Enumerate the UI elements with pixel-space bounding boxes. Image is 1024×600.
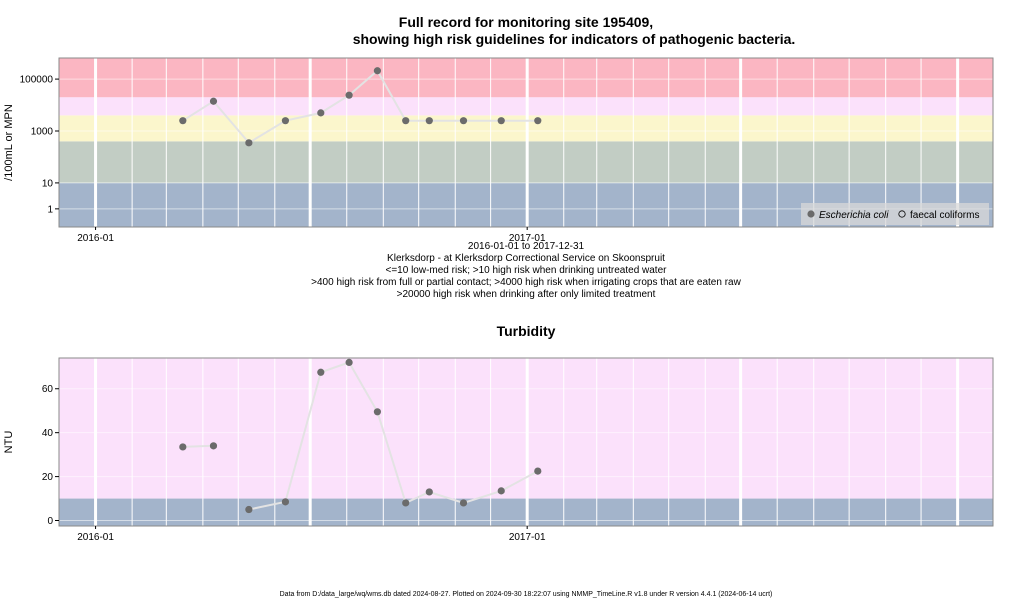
chart2-series-line	[182, 444, 214, 448]
chart2-data-point	[245, 505, 253, 514]
chart2-y-tick-label: 40	[42, 428, 54, 439]
chart1-annotation-risk2: >400 high risk from full or partial cont…	[311, 277, 741, 288]
chart1-series-line	[182, 69, 538, 145]
chart2-data-point	[281, 498, 290, 506]
chart1-data-point	[245, 139, 253, 147]
chart2-data-point	[497, 487, 505, 495]
chart1-title-line1: Full record for monitoring site 195409,	[399, 14, 653, 30]
legend-marker-ecoli	[807, 210, 815, 218]
chart1-data-point	[281, 117, 290, 125]
chart2-title: Turbidity	[497, 323, 556, 339]
chart1-data-point	[209, 97, 218, 105]
chart1-data-point	[497, 117, 505, 125]
chart1-plot: 1 10 1000 100000 2016-01 2017-01/100mL or MPN…	[3, 57, 994, 244]
chart2-y-axis-label: NTU	[3, 431, 15, 454]
chart1-data-point	[534, 117, 542, 125]
chart1-data-point	[179, 117, 187, 125]
chart1-y-axis-label: /100mL or MPN	[3, 104, 15, 181]
chart1-y-tick-label: 1000	[31, 127, 54, 138]
chart2-data-point	[459, 499, 468, 507]
chart1-data-point	[317, 109, 325, 117]
chart2-data-point	[317, 368, 325, 376]
chart2-frame	[58, 357, 994, 527]
chart2-y-tick-label: 60	[42, 384, 54, 395]
legend-marker-faecal	[898, 210, 906, 218]
chart2-data-point	[179, 443, 187, 451]
chart1-y-tick-label: 10	[42, 178, 54, 189]
chart2-y-tick-label: 0	[47, 516, 53, 527]
footer-note: Data from D:/data_large/wq/wms.db dated …	[280, 591, 773, 598]
chart1-frame	[58, 57, 994, 228]
chart1-annotation-site: Klerksdorp - at Klerksdorp Correctional …	[387, 253, 665, 264]
chart1-data-point	[373, 67, 382, 75]
chart1-y-tick-label: 100000	[20, 75, 54, 86]
chart1-annotation-risk1: <=10 low-med risk; >10 high risk when dr…	[386, 265, 668, 276]
chart2-data-point	[345, 358, 353, 366]
chart2-data-point	[402, 499, 410, 507]
chart1-title-line2: showing high risk guidelines for indicat…	[353, 31, 796, 47]
chart1-annotation-period: 2016-01-01 to 2017-12-31	[468, 241, 585, 252]
chart1-data-point	[459, 117, 468, 125]
chart1-x-tick-label: 2016-01	[77, 233, 114, 244]
chart1-data-point	[425, 117, 433, 125]
chart2-data-point	[373, 408, 382, 416]
chart2-x-tick-label: 2016-01	[77, 532, 114, 543]
chart1-annotation-risk3: >20000 high risk when drinking after onl…	[397, 289, 656, 300]
chart2-data-point	[209, 442, 218, 450]
legend-label-faecal: faecal coliforms	[910, 210, 979, 221]
chart1-data-point	[402, 117, 410, 125]
chart2-plot: 0 20 40 60 2016-01 2017-01 NTU	[3, 357, 994, 543]
legend-label-ecoli: Escherichia coli	[819, 210, 889, 221]
chart2-x-tick-label: 2017-01	[509, 532, 546, 543]
chart1-y-tick-label: 1	[47, 204, 53, 215]
legend-box	[801, 203, 989, 225]
chart1-data-point	[345, 91, 353, 99]
chart2-y-tick-label: 20	[42, 472, 54, 483]
chart2-data-point	[425, 488, 433, 496]
chart2-data-point	[534, 467, 542, 475]
chart2-series-line	[248, 361, 539, 511]
chart1-x-tick-label: 2017-01	[509, 233, 546, 244]
